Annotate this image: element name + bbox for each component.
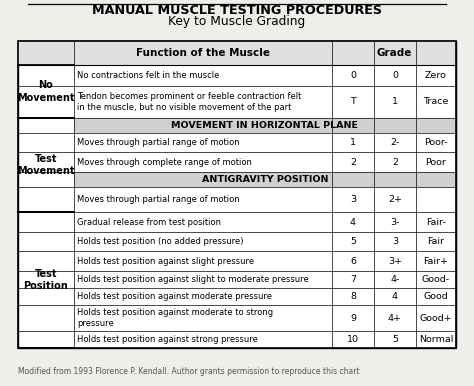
Text: Zero: Zero [425,71,447,80]
Text: Good+: Good+ [419,313,452,323]
Text: Tendon becomes prominent or feeble contraction felt
in the muscle, but no visibl: Tendon becomes prominent or feeble contr… [77,92,301,112]
Bar [74,118,456,133]
Text: Moves through partial range of motion: Moves through partial range of motion [77,138,240,147]
Bar [18,41,456,348]
Text: Poor-: Poor- [424,138,448,147]
Text: 5: 5 [392,335,398,344]
Text: Gradual release from test position: Gradual release from test position [77,218,221,227]
Text: Normal: Normal [419,335,453,344]
Text: 1: 1 [392,97,398,106]
Text: 2: 2 [392,158,398,167]
Text: 5: 5 [350,237,356,246]
Text: 8: 8 [350,292,356,301]
Bar [18,41,456,65]
Text: ANTIGRAVITY POSITION: ANTIGRAVITY POSITION [202,175,328,184]
Text: 4: 4 [392,292,398,301]
Text: 3+: 3+ [388,257,402,266]
Text: Holds test position against moderate pressure: Holds test position against moderate pre… [77,292,272,301]
Text: Holds test position against slight pressure: Holds test position against slight press… [77,257,254,266]
Text: No
Movement: No Movement [17,80,75,103]
Text: Holds test position against strong pressure: Holds test position against strong press… [77,335,258,344]
Text: MOVEMENT IN HORIZONTAL PLANE: MOVEMENT IN HORIZONTAL PLANE [172,121,358,130]
Text: Holds test position (no added pressure): Holds test position (no added pressure) [77,237,244,246]
Text: 0: 0 [350,71,356,80]
Text: Modified from 1993 Florence P. Kendall. Author grants permission to reproduce th: Modified from 1993 Florence P. Kendall. … [18,366,360,376]
Text: Holds test position against moderate to strong
pressure: Holds test position against moderate to … [77,308,273,328]
Bar [18,41,456,348]
Text: Grade: Grade [376,48,412,58]
Text: 6: 6 [350,257,356,266]
Text: 3: 3 [350,195,356,204]
Text: 0: 0 [392,71,398,80]
Text: 1: 1 [350,138,356,147]
Text: Test
Movement: Test Movement [17,154,75,176]
Text: Poor: Poor [426,158,447,167]
Text: Test
Position: Test Position [24,269,68,291]
Text: MANUAL MUSCLE TESTING PROCEDURES: MANUAL MUSCLE TESTING PROCEDURES [92,3,382,17]
Text: 4+: 4+ [388,313,402,323]
Text: 3-: 3- [390,218,400,227]
Text: Good-: Good- [422,275,450,284]
Text: Moves through complete range of motion: Moves through complete range of motion [77,158,252,167]
Text: Trace: Trace [423,97,449,106]
Text: 9: 9 [350,313,356,323]
Text: 2-: 2- [390,138,400,147]
Text: 3: 3 [392,237,398,246]
Text: Function of the Muscle: Function of the Muscle [136,48,270,58]
Text: Fair+: Fair+ [423,257,448,266]
Text: 2: 2 [350,158,356,167]
Text: T: T [350,97,356,106]
Text: Holds test position against slight to moderate pressure: Holds test position against slight to mo… [77,275,309,284]
Text: 4: 4 [350,218,356,227]
Text: No contractions felt in the muscle: No contractions felt in the muscle [77,71,219,80]
Text: 10: 10 [347,335,359,344]
Text: 4-: 4- [390,275,400,284]
Text: Fair-: Fair- [426,218,446,227]
Text: 7: 7 [350,275,356,284]
Text: Good: Good [424,292,448,301]
Text: 2+: 2+ [388,195,402,204]
Text: Moves through partial range of motion: Moves through partial range of motion [77,195,240,204]
Text: Fair: Fair [428,237,445,246]
Bar [74,172,456,187]
Text: Key to Muscle Grading: Key to Muscle Grading [168,15,306,27]
